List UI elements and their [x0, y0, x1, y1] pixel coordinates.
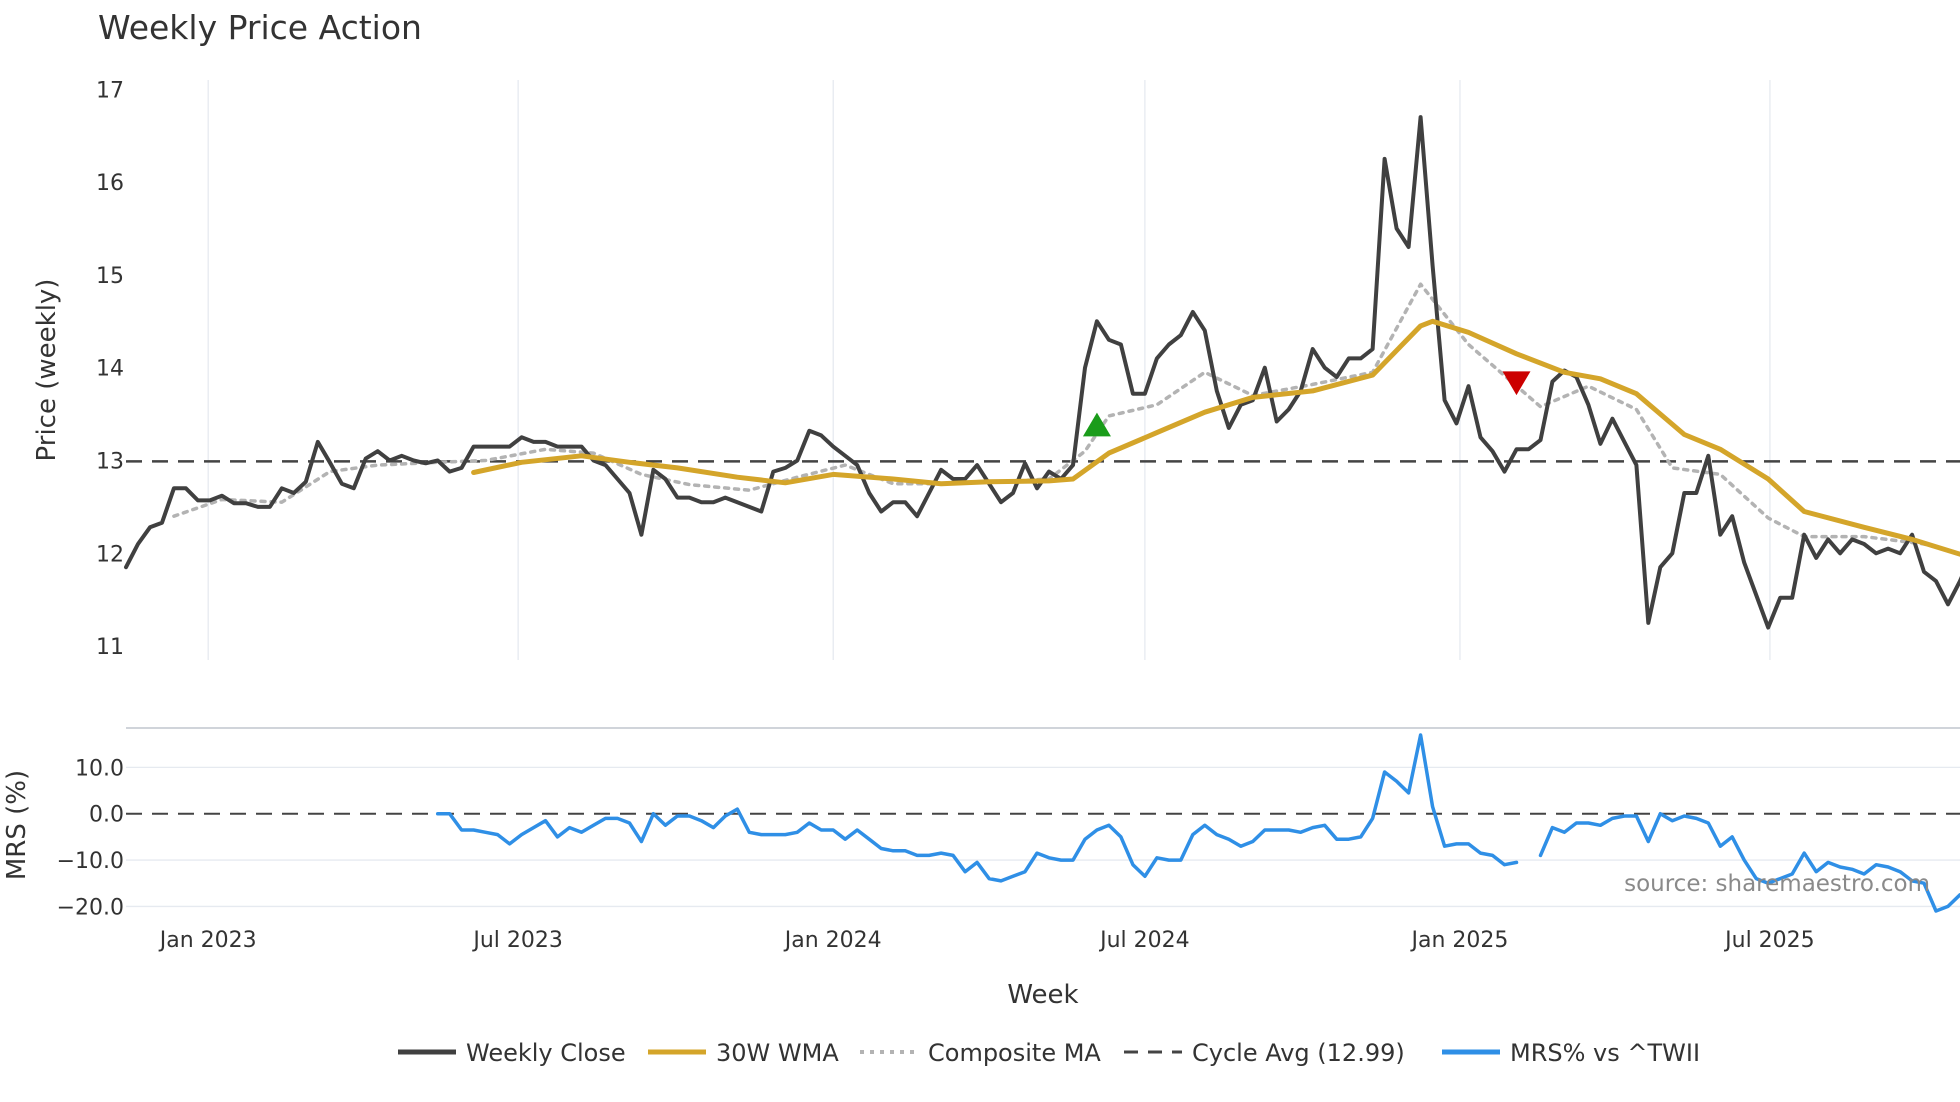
mrs-y-tick-label: −10.0 [57, 849, 124, 874]
mrs-plot-area [126, 733, 1960, 913]
legend-label: MRS% vs ^TWII [1510, 1039, 1700, 1067]
buy-signal-marker [1082, 412, 1111, 437]
mrs-y-tick-label: 0.0 [89, 803, 124, 828]
mrs-grid [126, 727, 1960, 908]
x-tick-label: Jan 2024 [783, 928, 882, 953]
source-annotation: source: sharemaestro.com [1624, 871, 1930, 897]
mrs-y-axis: 10.0 0.0 −10.0 −20.0 [57, 756, 124, 920]
x-tick-label: Jul 2025 [1723, 928, 1815, 953]
price-y-tick-label: 13 [96, 449, 124, 474]
x-tick-label: Jan 2023 [158, 928, 257, 953]
chart-title: Weekly Price Action [98, 8, 422, 47]
x-tick-label: Jul 2024 [1098, 928, 1190, 953]
legend-label: Composite MA [928, 1039, 1101, 1067]
x-axis-label: Week [1007, 980, 1078, 1010]
price-grid [207, 80, 1771, 660]
x-axis: Jan 2023 Jul 2023 Jan 2024 Jul 2024 Jan 2025… [158, 928, 1815, 953]
mrs-y-tick-label: −20.0 [57, 895, 124, 920]
legend-label: Weekly Close [466, 1039, 626, 1067]
price-y-axis: 11 12 13 14 15 16 17 [96, 78, 124, 660]
price-y-tick-label: 16 [96, 171, 124, 196]
legend-label: 30W WMA [716, 1039, 839, 1067]
price-y-tick-label: 17 [96, 78, 124, 103]
price-y-tick-label: 15 [96, 264, 124, 289]
price-plot-area [124, 115, 1960, 630]
weekly-close-line [124, 115, 1960, 630]
legend: Weekly Close 30W WMA Composite MA Cycle Avg… [398, 1039, 1700, 1067]
wma-30w-line [471, 318, 1960, 557]
composite-ma-line [172, 282, 1960, 556]
mrs-line [435, 733, 1519, 883]
legend-label: Cycle Avg (12.99) [1192, 1039, 1405, 1067]
price-y-tick-label: 11 [96, 635, 124, 660]
x-tick-label: Jan 2025 [1410, 928, 1509, 953]
mrs-y-tick-label: 10.0 [75, 756, 124, 781]
price-y-tick-label: 12 [96, 542, 124, 567]
mrs-y-axis-label: MRS (%) [2, 770, 32, 880]
x-tick-label: Jul 2023 [471, 928, 563, 953]
mrs-line [1538, 811, 1960, 913]
price-y-tick-label: 14 [96, 357, 124, 382]
sell-signal-marker [1502, 371, 1531, 396]
price-y-axis-label: Price (weekly) [32, 279, 62, 462]
